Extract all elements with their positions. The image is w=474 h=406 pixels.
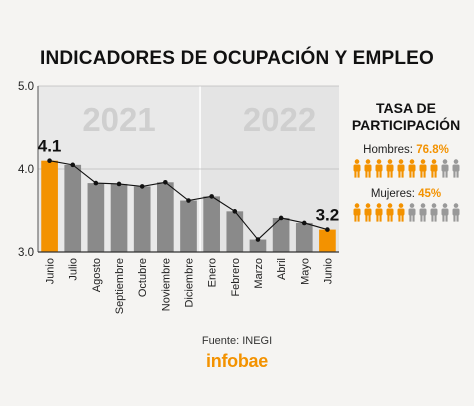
bar — [64, 164, 82, 252]
person-icon — [397, 203, 404, 222]
x-tick-label: Julio — [68, 258, 80, 281]
women-person-icons — [344, 203, 468, 222]
person-icon — [452, 159, 459, 178]
bar — [180, 200, 197, 252]
person-icon — [386, 159, 393, 178]
trend-point — [47, 158, 52, 163]
person-icon — [353, 203, 360, 222]
trend-point — [163, 179, 168, 185]
trend-point — [93, 180, 99, 186]
source-text: Fuente: INEGI — [201, 335, 273, 347]
person-icon — [408, 203, 415, 222]
men-stat: Hombres: 76.8% — [344, 144, 468, 156]
data-label: 3.2 — [316, 206, 340, 225]
x-tick-label: Septiembre — [114, 258, 126, 314]
bar — [295, 222, 313, 252]
brand-logo: infobae — [206, 351, 268, 371]
trend-point — [209, 194, 214, 199]
y-tick-label: 3.0 — [18, 247, 34, 259]
x-tick-label: Junio — [45, 258, 57, 284]
person-icon — [364, 203, 371, 222]
x-tick-label: Enero — [207, 258, 219, 287]
person-icon — [353, 159, 360, 178]
person-icon — [364, 159, 371, 178]
bar — [133, 186, 151, 252]
trend-point — [255, 237, 261, 242]
men-value: 76.8% — [416, 144, 449, 156]
data-label: 4.1 — [38, 137, 62, 156]
trend-point — [116, 181, 122, 187]
women-value: 45% — [418, 188, 442, 200]
bar — [203, 196, 220, 252]
bar — [319, 229, 336, 252]
participation-panel: TASA DE PARTICIPACIÓN Hombres: 76.8% Muj… — [344, 100, 468, 222]
x-tick-label: Diciembre — [184, 258, 196, 308]
person-icon — [375, 159, 382, 178]
x-tick-label: Mayo — [299, 258, 311, 285]
participation-title-line2: PARTICIPACIÓN — [351, 117, 461, 133]
person-icon — [386, 203, 393, 222]
men-label: Hombres: — [363, 144, 414, 156]
participation-title: TASA DE PARTICIPACIÓN — [344, 100, 468, 134]
x-tick-label: Junio — [322, 258, 334, 284]
trend-point — [70, 162, 76, 168]
trend-point — [186, 198, 191, 203]
bar — [110, 183, 128, 252]
person-icon — [430, 159, 437, 178]
x-tick-label: Octubre — [137, 258, 149, 297]
year-label-2021: 2021 — [82, 101, 155, 138]
year-label-2022: 2022 — [243, 101, 316, 138]
chart-title: INDICADORES DE OCUPACIÓN Y EMPLEO — [39, 48, 435, 69]
person-icon — [430, 203, 437, 222]
women-label: Mujeres: — [370, 188, 415, 200]
x-tick-label: Marzo — [253, 258, 265, 289]
participation-title-line1: TASA DE — [376, 100, 436, 116]
person-icon — [419, 159, 426, 178]
trend-point — [325, 227, 330, 232]
x-tick-label: Febrero — [230, 258, 242, 297]
bar — [272, 217, 290, 252]
bar — [157, 182, 174, 252]
trend-point — [301, 220, 307, 226]
trend-point — [278, 215, 284, 221]
person-icon — [441, 203, 448, 222]
bar — [249, 239, 267, 252]
bar — [41, 160, 58, 252]
person-icon — [397, 159, 404, 178]
women-stat: Mujeres: 45% — [344, 188, 468, 200]
person-icon — [408, 159, 415, 178]
men-person-icons — [344, 159, 468, 178]
person-icon — [375, 203, 382, 222]
x-tick-label: Agosto — [91, 258, 103, 292]
footer: Fuente: INEGI infobae — [0, 331, 474, 372]
trend-point — [139, 184, 145, 189]
trend-point — [232, 209, 238, 214]
x-tick-label: Abril — [276, 258, 288, 280]
bar — [87, 183, 105, 252]
person-icon — [419, 203, 426, 222]
x-tick-label: Noviembre — [160, 258, 172, 311]
person-icon — [441, 159, 448, 178]
y-tick-label: 5.0 — [18, 81, 34, 93]
bar — [226, 211, 244, 252]
person-icon — [452, 203, 459, 222]
y-tick-label: 4.0 — [18, 164, 34, 176]
